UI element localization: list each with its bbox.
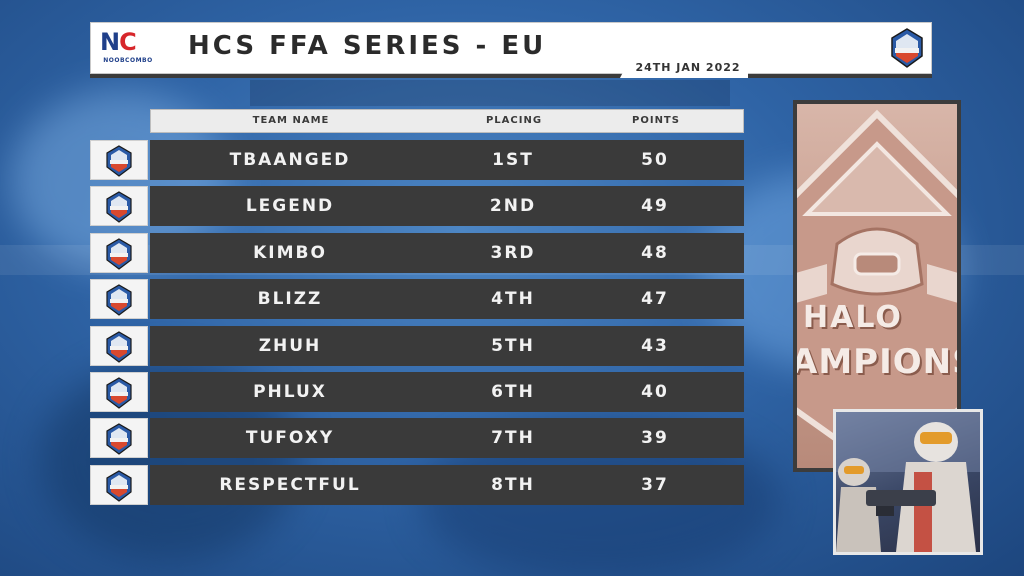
- row-bar: LEGEND 2ND 49: [150, 186, 744, 226]
- hcs-championship-badge-icon: [106, 423, 132, 455]
- team-placing: 1ST: [492, 150, 534, 170]
- table-row: RESPECTFUL 8TH 37: [90, 465, 744, 505]
- table-row: TUFOXY 7TH 39: [90, 418, 744, 458]
- table-header: TEAM NAME PLACING POINTS: [150, 109, 744, 133]
- team-name: BLIZZ: [257, 289, 323, 309]
- row-bar: ZHUH 5TH 43: [150, 326, 744, 366]
- header-underline: [90, 74, 932, 78]
- team-logo: [90, 418, 148, 458]
- team-logo: [90, 186, 148, 226]
- halo-championship-emblem-photo: HALO AMPIONSI: [793, 100, 961, 472]
- team-logo: [90, 279, 148, 319]
- team-points: 49: [641, 196, 669, 216]
- column-team-name: TEAM NAME: [252, 115, 330, 126]
- emblem-image: HALO AMPIONSI: [797, 104, 957, 468]
- brand-subtitle: NOOBCOMBO: [103, 57, 153, 64]
- column-placing: PLACING: [485, 115, 543, 126]
- team-points: 48: [641, 243, 669, 263]
- team-points: 47: [641, 289, 669, 309]
- team-logo: [90, 140, 148, 180]
- team-placing: 3RD: [490, 243, 536, 263]
- team-name: RESPECTFUL: [219, 475, 361, 495]
- team-logo: [90, 326, 148, 366]
- hcs-championship-badge-icon: [106, 284, 132, 316]
- team-placing: 5TH: [491, 336, 535, 356]
- hcs-championship-badge-icon: [106, 331, 132, 363]
- team-points: 39: [641, 428, 669, 448]
- table-row: ZHUH 5TH 43: [90, 326, 744, 366]
- spartan-photo: [833, 409, 983, 555]
- emblem-text-halo: HALO: [803, 300, 903, 335]
- row-bar: PHLUX 6TH 40: [150, 372, 744, 412]
- header-banner: [90, 22, 932, 74]
- spartan-image: [836, 412, 980, 552]
- hcs-championship-badge-icon: [106, 470, 132, 502]
- team-logo: [90, 465, 148, 505]
- team-points: 37: [641, 475, 669, 495]
- team-name: ZHUH: [258, 336, 322, 356]
- team-name: TUFOXY: [245, 428, 335, 448]
- row-bar: TBAANGED 1ST 50: [150, 140, 744, 180]
- team-name: TBAANGED: [229, 150, 351, 170]
- team-name: LEGEND: [245, 196, 335, 216]
- team-placing: 2ND: [489, 196, 537, 216]
- noobcombo-logo: NC NOOBCOMBO: [96, 27, 160, 67]
- team-logo: [90, 233, 148, 273]
- hcs-championship-badge-icon: [106, 191, 132, 223]
- team-points: 50: [641, 150, 669, 170]
- hcs-championship-badge-icon: [891, 28, 923, 68]
- team-name: PHLUX: [253, 382, 327, 402]
- team-placing: 4TH: [491, 289, 535, 309]
- team-placing: 8TH: [491, 475, 535, 495]
- team-points: 40: [641, 382, 669, 402]
- row-bar: TUFOXY 7TH 39: [150, 418, 744, 458]
- spartan-graphic: [836, 412, 980, 552]
- row-bar: KIMBO 3RD 48: [150, 233, 744, 273]
- table-row: LEGEND 2ND 49: [90, 186, 744, 226]
- hcs-championship-badge-icon: [106, 145, 132, 177]
- event-date: 24TH JAN 2022: [635, 61, 741, 74]
- team-logo: [90, 372, 148, 412]
- team-points: 43: [641, 336, 669, 356]
- row-bar: BLIZZ 4TH 47: [150, 279, 744, 319]
- table-row: KIMBO 3RD 48: [90, 233, 744, 273]
- date-tab: [620, 58, 748, 78]
- row-bar: RESPECTFUL 8TH 37: [150, 465, 744, 505]
- table-row: PHLUX 6TH 40: [90, 372, 744, 412]
- hcs-championship-badge-icon: [106, 238, 132, 270]
- column-points: POINTS: [632, 115, 680, 126]
- emblem-text-championship: AMPIONSI: [797, 342, 957, 382]
- team-placing: 6TH: [491, 382, 535, 402]
- team-name: KIMBO: [253, 243, 327, 263]
- emblem-graphic: [797, 109, 957, 468]
- page-title: HCS FFA SERIES - EU: [188, 31, 547, 61]
- team-placing: 7TH: [491, 428, 535, 448]
- table-row: BLIZZ 4TH 47: [90, 279, 744, 319]
- brand-mark: NC: [100, 28, 137, 56]
- hcs-championship-badge-icon: [106, 377, 132, 409]
- table-row: TBAANGED 1ST 50: [90, 140, 744, 180]
